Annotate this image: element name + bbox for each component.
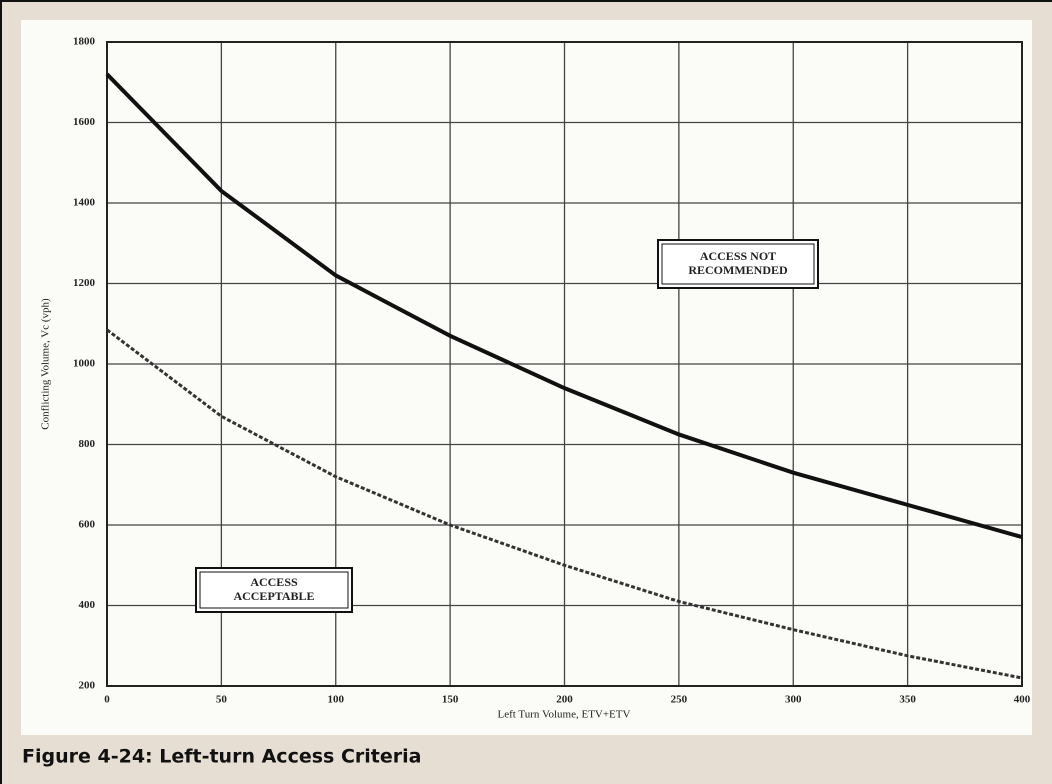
x-tick-label: 150 xyxy=(442,694,459,706)
y-tick-label: 600 xyxy=(79,519,96,531)
x-tick-label: 200 xyxy=(556,694,573,706)
x-tick-label: 300 xyxy=(785,694,802,706)
x-tick-label: 350 xyxy=(899,694,916,706)
annotation-box-inner xyxy=(199,571,349,609)
line xyxy=(105,72,1023,540)
x-tick-label: 0 xyxy=(104,694,110,706)
y-tick-label: 1200 xyxy=(73,277,96,289)
x-tick-label: 250 xyxy=(671,694,688,706)
y-tick-label: 400 xyxy=(79,599,96,611)
y-tick-label: 1600 xyxy=(73,116,96,128)
y-tick-label: 1800 xyxy=(73,36,96,48)
x-tick-label: 400 xyxy=(1014,694,1031,706)
x-axis-label: Left Turn Volume, ETV+ETV xyxy=(498,709,631,721)
annotation-box-inner xyxy=(661,243,815,285)
y-tick-label: 1000 xyxy=(73,358,96,370)
annotation: ACCEPTABLE xyxy=(233,589,314,603)
annotation: RECOMMENDED xyxy=(688,263,788,277)
x-tick-label: 100 xyxy=(328,694,345,706)
annotation-box xyxy=(195,567,353,613)
y-tick-label: 200 xyxy=(79,680,96,692)
line xyxy=(106,328,1023,680)
y-tick-label: 800 xyxy=(79,438,96,450)
y-tick-label: 1400 xyxy=(73,197,96,209)
caption: Figure 4-24: Left-turn Access Criteria xyxy=(22,746,421,768)
annotation-box xyxy=(657,239,819,289)
chart-panel xyxy=(21,20,1032,735)
y-axis-label: Conflicting Volume, Vc (vph) xyxy=(40,298,52,430)
plot-frame xyxy=(106,41,1023,687)
x-tick-label: 50 xyxy=(216,694,228,706)
annotation: ACCESS xyxy=(250,575,298,589)
annotation: ACCESS NOT xyxy=(700,249,776,263)
